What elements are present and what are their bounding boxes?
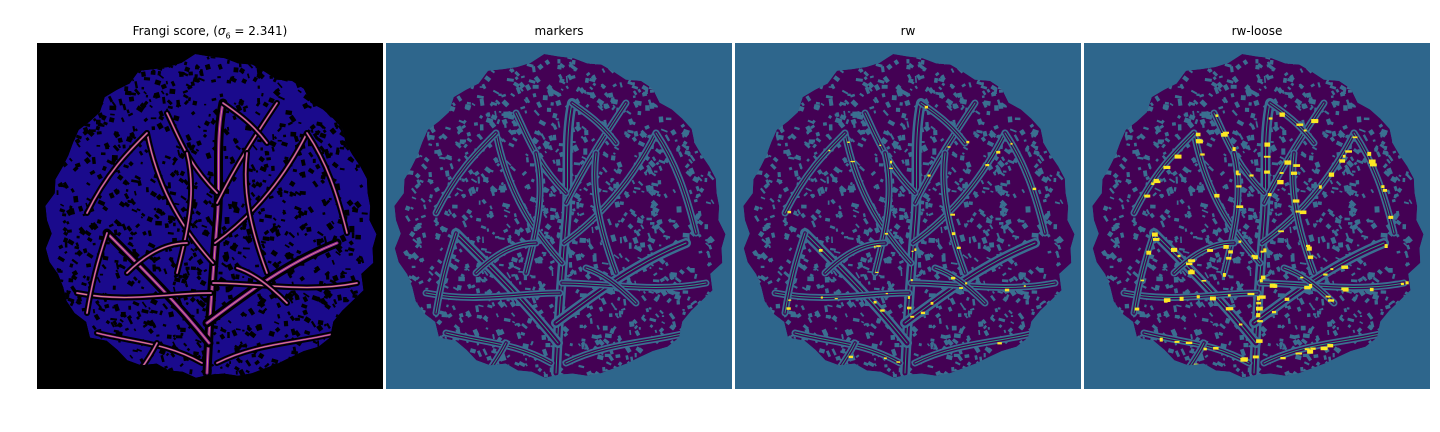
panel-rw-loose: rw-loose <box>1084 0 1430 432</box>
panel-title-frangi: Frangi score, (σ6 = 2.341) <box>37 24 383 40</box>
title-sigma: σ <box>217 24 226 38</box>
frangi-image <box>37 43 383 389</box>
rw-loose-image <box>1084 43 1430 389</box>
rw-image <box>735 43 1081 389</box>
panel-frangi: Frangi score, (σ6 = 2.341) <box>37 0 383 432</box>
panel-title-rw: rw <box>900 24 916 38</box>
panel-rw: rw <box>735 0 1081 432</box>
markers-image <box>386 43 732 389</box>
title-suffix: = 2.341) <box>230 24 288 38</box>
panel-title-markers: markers <box>534 24 584 38</box>
panel-title-rw-loose: rw-loose <box>1231 24 1283 38</box>
panel-markers: markers <box>386 0 732 432</box>
title-prefix: Frangi score, ( <box>132 24 218 38</box>
title-subscript: 6 <box>225 31 231 41</box>
